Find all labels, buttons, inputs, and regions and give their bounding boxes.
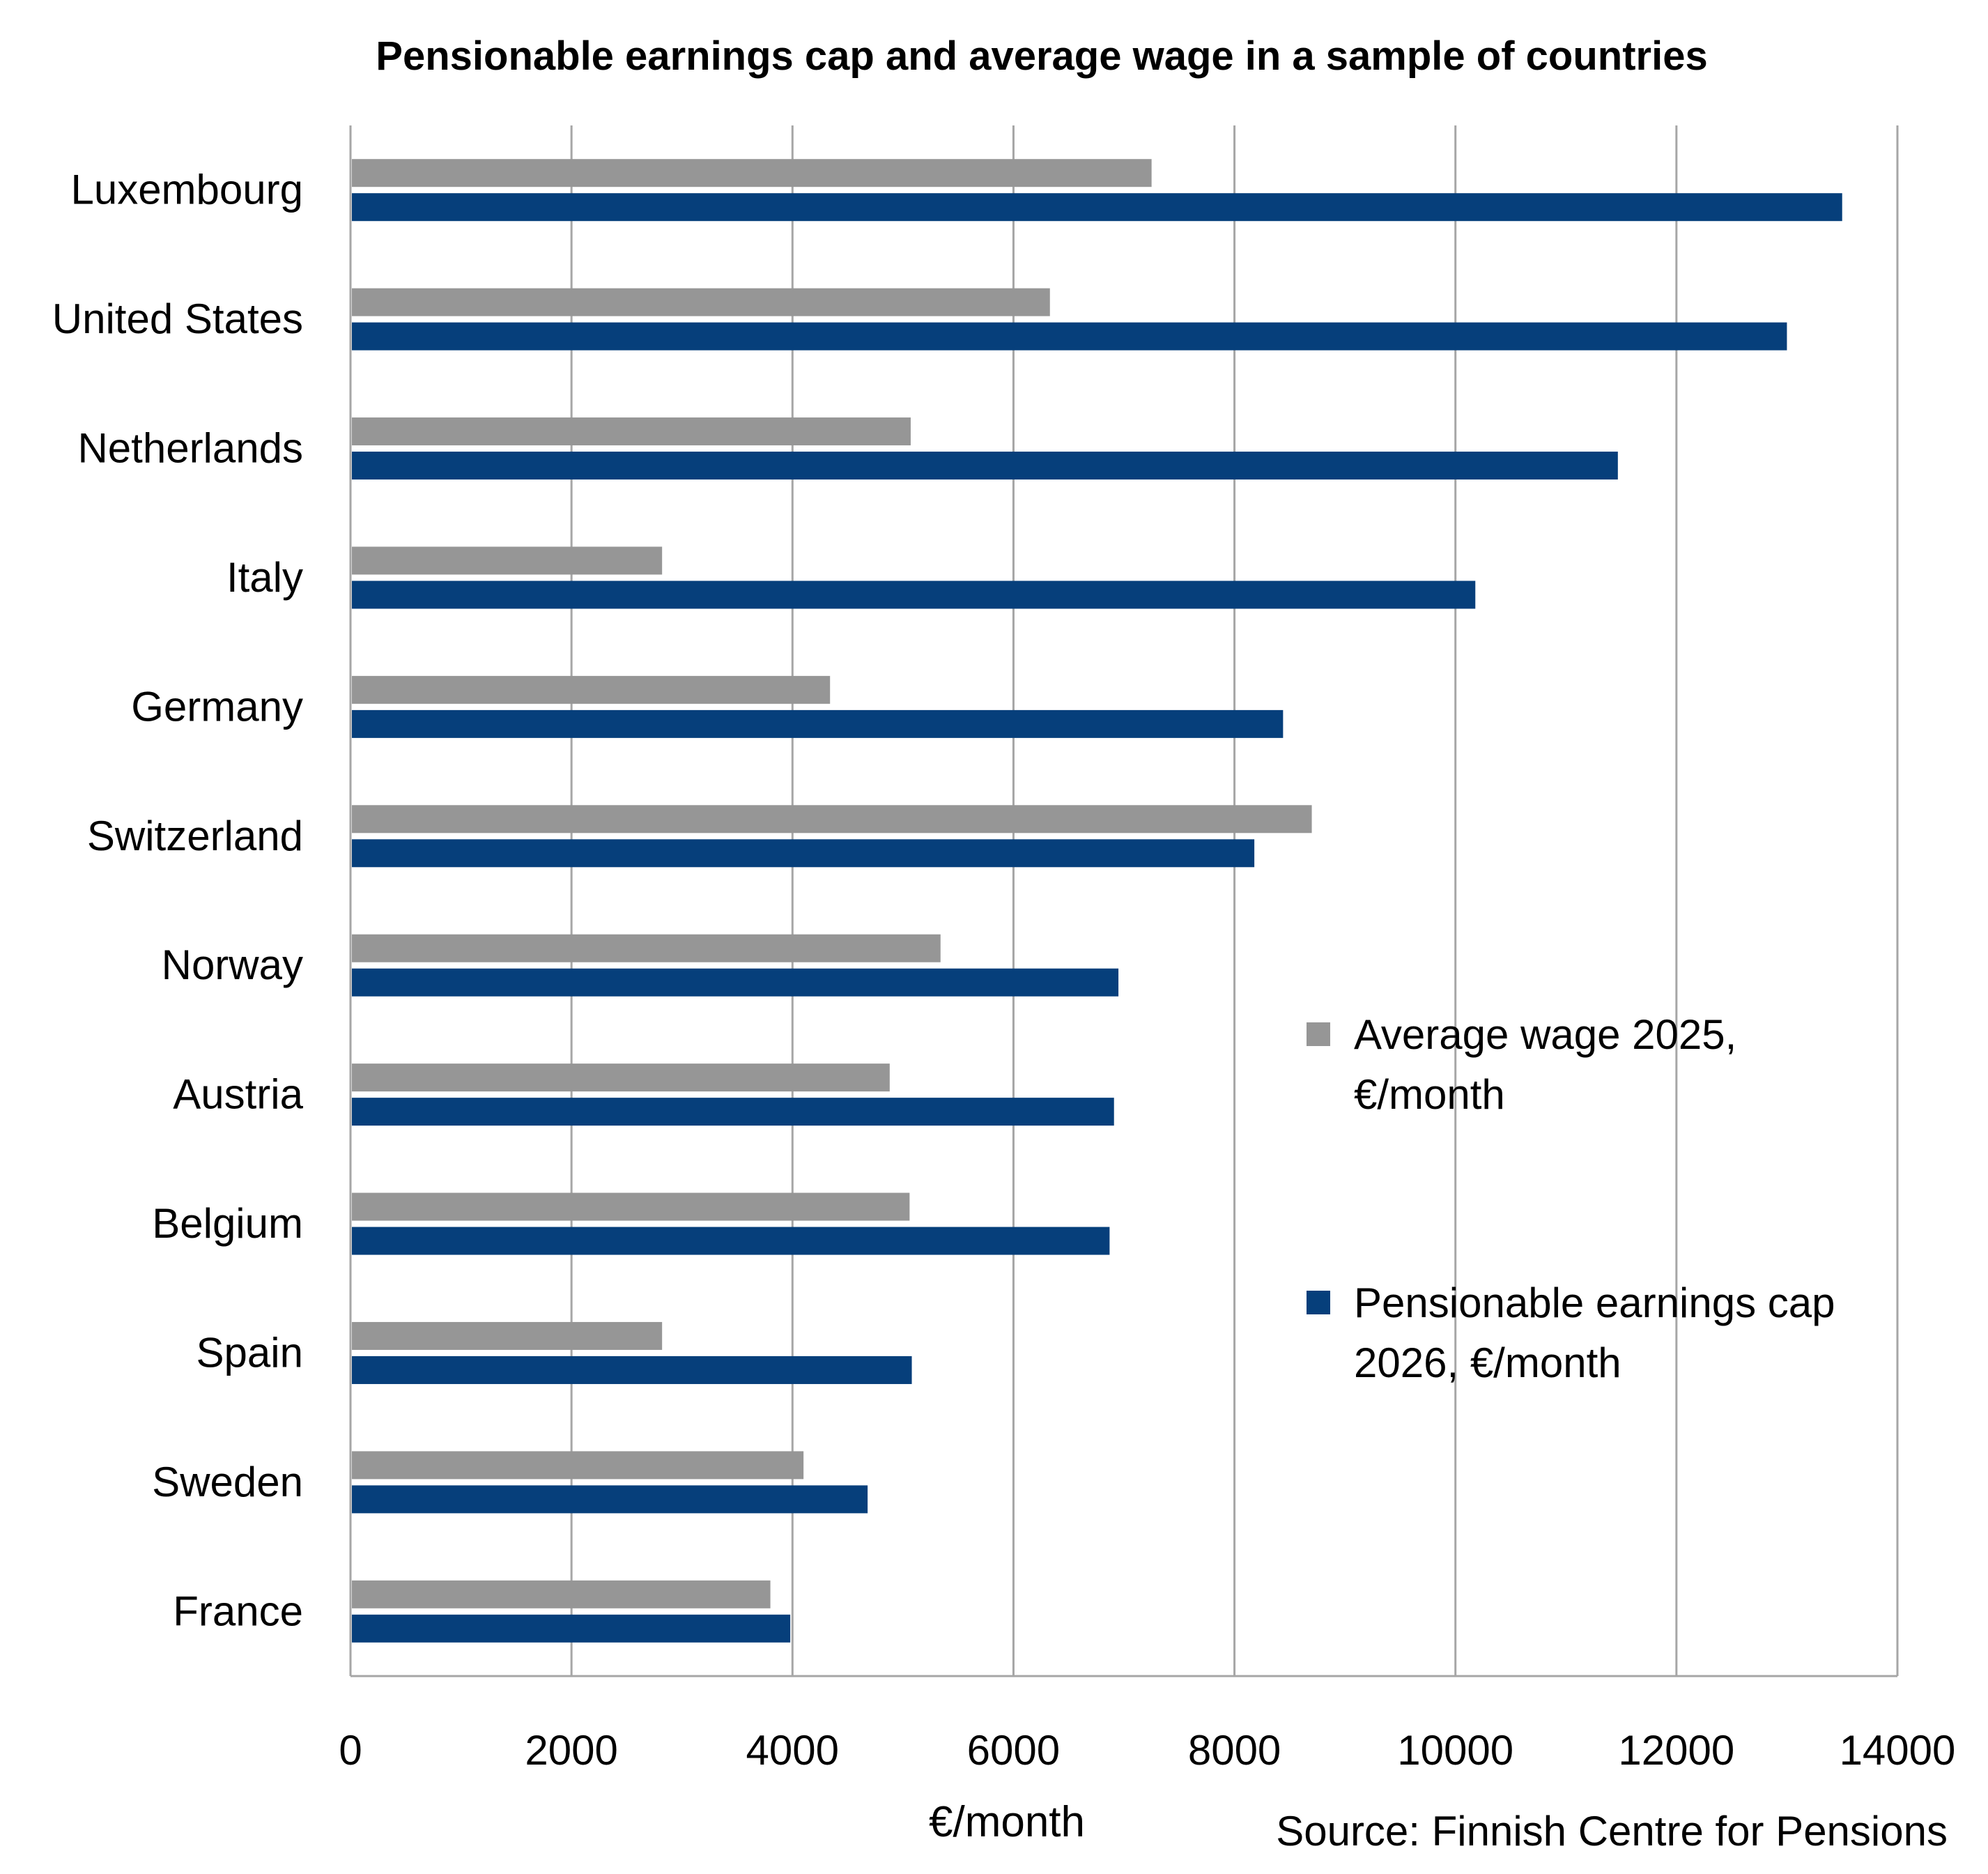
bar-germany-series-2: [352, 709, 1284, 738]
bar-belgium-series-1: [352, 1192, 910, 1221]
x-tick-label: 8000: [1188, 1727, 1281, 1774]
category-label: Belgium: [152, 1200, 303, 1247]
bar-italy-series-1: [352, 546, 663, 575]
bar-austria-series-2: [352, 1098, 1114, 1126]
category-label: France: [173, 1588, 303, 1634]
x-tick-label: 0: [339, 1727, 362, 1774]
category-labels: Luxembourg United States Netherlands Italy G…: [52, 167, 304, 1635]
legend-label-series-2: 2026, €/month: [1354, 1339, 1621, 1386]
bar-italy-series-2: [352, 581, 1476, 609]
bar-netherlands-series-2: [352, 452, 1618, 480]
bar-sweden-series-2: [352, 1485, 868, 1514]
category-label: Switzerland: [87, 813, 303, 859]
x-tick-label: 10000: [1397, 1727, 1513, 1774]
bar-united-states-series-2: [352, 322, 1787, 351]
x-tick-labels: 0 2000 4000 6000 8000 10000 12000 14000: [339, 1727, 1955, 1774]
bar-luxembourg-series-2: [352, 193, 1842, 222]
category-label: Netherlands: [77, 425, 303, 472]
legend-label-series-1: €/month: [1354, 1071, 1505, 1118]
legend-label-series-2: Pensionable earnings cap: [1354, 1280, 1835, 1326]
category-label: Germany: [131, 683, 303, 730]
category-label: Luxembourg: [70, 167, 303, 213]
source-note: Source: Finnish Centre for Pensions: [1276, 1808, 1948, 1854]
bar-norway-series-1: [352, 934, 941, 962]
category-label: Norway: [162, 942, 303, 988]
bar-switzerland-series-1: [352, 805, 1312, 834]
bar-austria-series-1: [352, 1063, 890, 1092]
bar-belgium-series-2: [352, 1227, 1110, 1255]
category-label: Spain: [197, 1329, 303, 1376]
bar-germany-series-1: [352, 675, 831, 704]
category-label: Austria: [173, 1071, 303, 1118]
bar-sweden-series-1: [352, 1451, 804, 1480]
bar-united-states-series-1: [352, 288, 1050, 316]
bar-netherlands-series-1: [352, 417, 911, 446]
gridlines: [349, 125, 1899, 1677]
bar-luxembourg-series-1: [352, 159, 1152, 187]
x-axis-title: €/month: [929, 1798, 1085, 1846]
x-tick-label: 4000: [746, 1727, 839, 1774]
legend-swatch-series-2: [1307, 1291, 1330, 1314]
legend-label-series-1: Average wage 2025,: [1354, 1011, 1736, 1058]
bar-france-series-1: [352, 1580, 771, 1608]
bars: [352, 159, 1842, 1643]
bar-spain-series-2: [352, 1355, 912, 1384]
bar-spain-series-1: [352, 1321, 663, 1350]
chart-title: Pensionable earnings cap and average wag…: [376, 33, 1707, 79]
x-tick-label: 6000: [967, 1727, 1060, 1774]
legend-swatch-series-1: [1307, 1022, 1330, 1046]
bar-france-series-2: [352, 1614, 791, 1643]
category-label: United States: [52, 295, 303, 342]
x-tick-label: 12000: [1618, 1727, 1734, 1774]
bar-switzerland-series-2: [352, 839, 1255, 868]
bar-norway-series-2: [352, 968, 1119, 997]
category-label: Sweden: [152, 1459, 303, 1505]
category-label: Italy: [226, 554, 303, 601]
x-tick-label: 14000: [1840, 1727, 1956, 1774]
x-tick-label: 2000: [525, 1727, 617, 1774]
legend: Average wage 2025, €/month Pensionable ear…: [1307, 1011, 1835, 1386]
